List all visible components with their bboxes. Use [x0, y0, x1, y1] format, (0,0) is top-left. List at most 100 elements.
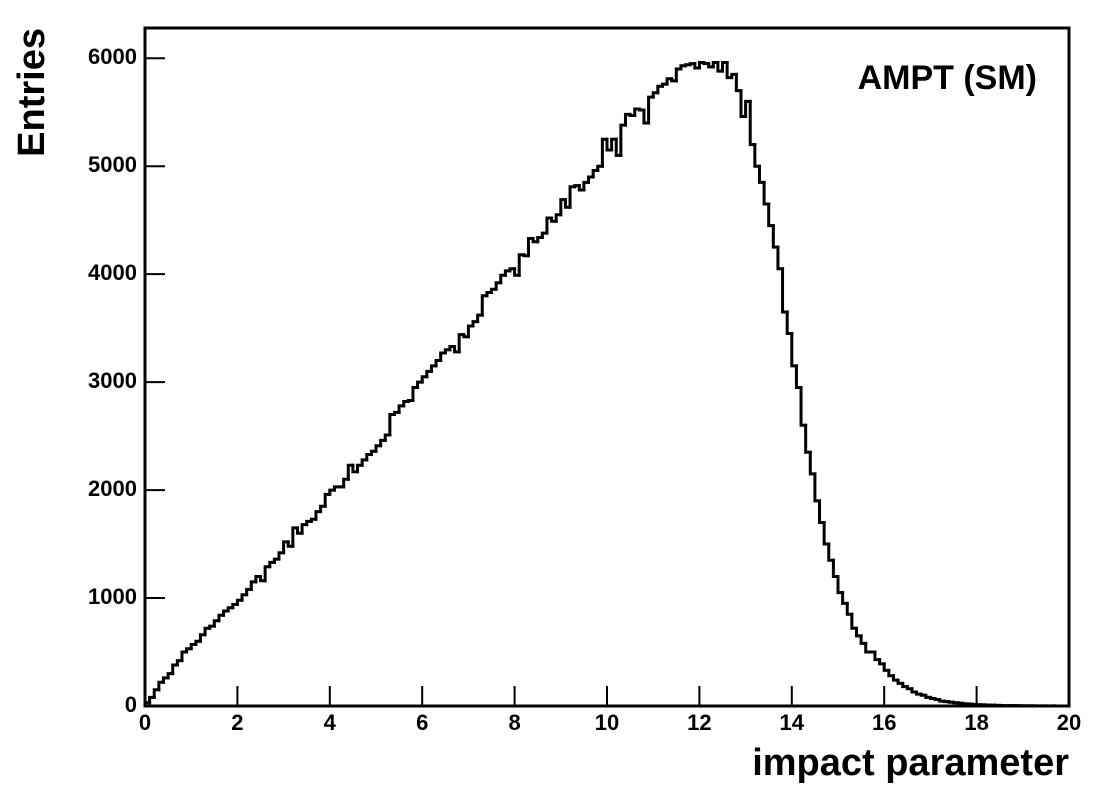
histogram-bin	[808, 450, 817, 476]
histogram-bin	[411, 386, 420, 402]
x-tick-label: 0	[139, 710, 151, 735]
histogram-bin	[448, 344, 457, 352]
histogram-bin	[356, 463, 364, 474]
histogram-bin	[254, 574, 262, 584]
histogram-bin	[499, 273, 507, 285]
x-tick-label: 4	[324, 710, 337, 735]
histogram-bin	[748, 99, 757, 147]
histogram-bin	[790, 332, 798, 368]
histogram-bin	[323, 492, 332, 508]
histogram-bin	[901, 681, 909, 689]
x-tick-label: 16	[872, 710, 896, 735]
histogram-bin	[166, 672, 175, 680]
y-tick-label: 2000	[88, 476, 137, 501]
histogram-bin	[305, 519, 313, 527]
histogram-bin	[462, 333, 470, 339]
histogram-bin	[642, 108, 651, 125]
histogram-bin	[309, 517, 318, 523]
histogram-bin	[794, 364, 803, 390]
histogram-bin	[466, 324, 475, 339]
histogram-bin	[425, 369, 433, 379]
histogram-bin	[600, 137, 609, 168]
histogram-bin	[249, 580, 258, 591]
histogram-bin	[545, 216, 554, 235]
histogram-bin	[346, 463, 355, 481]
histogram-bin	[656, 84, 664, 95]
histogram-bin	[471, 320, 480, 328]
histogram-bin	[295, 526, 304, 535]
histogram-bin	[924, 693, 932, 699]
histogram-bin	[859, 634, 868, 645]
histogram-bin	[198, 633, 207, 643]
histogram-bin	[222, 609, 230, 617]
histogram-bin	[836, 574, 845, 595]
histogram-bin	[291, 526, 299, 548]
histogram-bin	[332, 485, 341, 492]
histogram-bin	[522, 253, 530, 258]
histogram-bin	[711, 61, 720, 69]
histogram-bin	[185, 647, 193, 654]
x-axis-label: impact parameter	[752, 742, 1069, 784]
histogram-bin	[383, 433, 392, 442]
histogram-bin	[319, 504, 327, 514]
histogram-bin	[217, 613, 226, 623]
histogram-bin	[406, 398, 415, 404]
y-tick-label: 0	[125, 692, 137, 717]
histogram-bin	[526, 237, 535, 258]
histogram-bin	[841, 591, 849, 605]
histogram-bin	[767, 202, 775, 228]
histogram-bin	[259, 574, 267, 583]
y-axis-label: Entries	[11, 28, 53, 157]
histogram-bin	[379, 438, 387, 448]
histogram-bin	[744, 99, 752, 119]
histogram-bin	[827, 542, 835, 562]
histogram-bin	[568, 185, 577, 209]
histogram-bin	[804, 423, 812, 454]
histogram-bin	[508, 267, 517, 273]
x-tick-label: 12	[687, 710, 711, 735]
histogram-bin	[517, 253, 526, 277]
histogram-bin	[300, 523, 309, 535]
histogram-bin	[693, 62, 701, 70]
histogram-bin	[933, 696, 942, 702]
histogram-bin	[734, 72, 743, 93]
histogram-bin	[850, 612, 858, 630]
histogram-bin	[660, 82, 669, 88]
histogram-bin	[587, 175, 595, 184]
histogram-bin	[623, 112, 632, 127]
histogram-bin	[263, 565, 272, 583]
histogram-bin	[429, 364, 438, 373]
plot-frame	[143, 26, 1071, 708]
histogram-bin	[208, 624, 216, 630]
histogram-bin	[443, 348, 452, 355]
histogram-bin	[434, 359, 443, 368]
histogram-bin	[947, 700, 955, 704]
y-tick-label: 5000	[88, 152, 137, 177]
histogram-bin	[776, 245, 785, 271]
chart-title: AMPT (SM)	[858, 59, 1037, 97]
histogram-bin	[457, 333, 466, 354]
x-tick-label: 2	[231, 710, 243, 735]
x-tick-label: 6	[416, 710, 428, 735]
histogram-bin	[540, 231, 549, 239]
histogram-bin	[494, 281, 503, 291]
histogram-bin	[490, 287, 498, 295]
histogram-bin	[148, 695, 156, 705]
histogram-bin	[203, 626, 212, 637]
y-tick-label: 3000	[88, 368, 137, 393]
histogram-bin	[513, 267, 521, 277]
x-tick-label: 10	[595, 710, 619, 735]
histogram-bin	[226, 606, 235, 613]
histogram-bin	[961, 701, 969, 706]
histogram-bin	[845, 601, 854, 616]
histogram-bin	[665, 77, 674, 86]
histogram-bin	[938, 698, 946, 703]
histogram-bin	[582, 180, 591, 192]
histogram-bin	[402, 400, 410, 408]
histogram-bin	[887, 668, 895, 678]
histogram-bin	[762, 180, 771, 206]
histogram-bin	[536, 235, 544, 244]
histogram-bin	[152, 688, 161, 699]
histogram-bin	[637, 107, 646, 112]
histogram-bin	[397, 404, 406, 414]
